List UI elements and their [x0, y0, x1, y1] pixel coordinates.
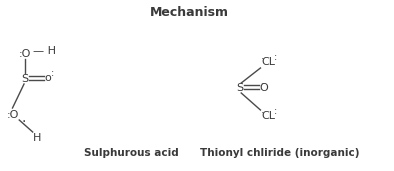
Text: :: :	[274, 106, 277, 116]
Text: H: H	[33, 133, 41, 143]
Text: :O: :O	[7, 110, 19, 120]
Text: CL: CL	[261, 111, 275, 121]
Text: Thionyl chliride (inorganic): Thionyl chliride (inorganic)	[200, 148, 359, 158]
Text: .: .	[21, 111, 26, 125]
Text: :: :	[274, 52, 277, 62]
Text: :: :	[51, 68, 54, 78]
Text: .: .	[260, 51, 264, 61]
Text: S: S	[21, 74, 28, 84]
Text: Sulphurous acid: Sulphurous acid	[84, 148, 178, 158]
Text: .: .	[260, 105, 264, 115]
Text: o: o	[44, 73, 51, 83]
Text: Mechanism: Mechanism	[150, 6, 229, 19]
Text: CL: CL	[261, 57, 275, 67]
Text: O: O	[260, 83, 268, 93]
Text: — H: — H	[33, 46, 56, 56]
Text: :O: :O	[19, 49, 32, 59]
Text: S: S	[236, 83, 243, 93]
Text: ..: ..	[260, 76, 266, 86]
